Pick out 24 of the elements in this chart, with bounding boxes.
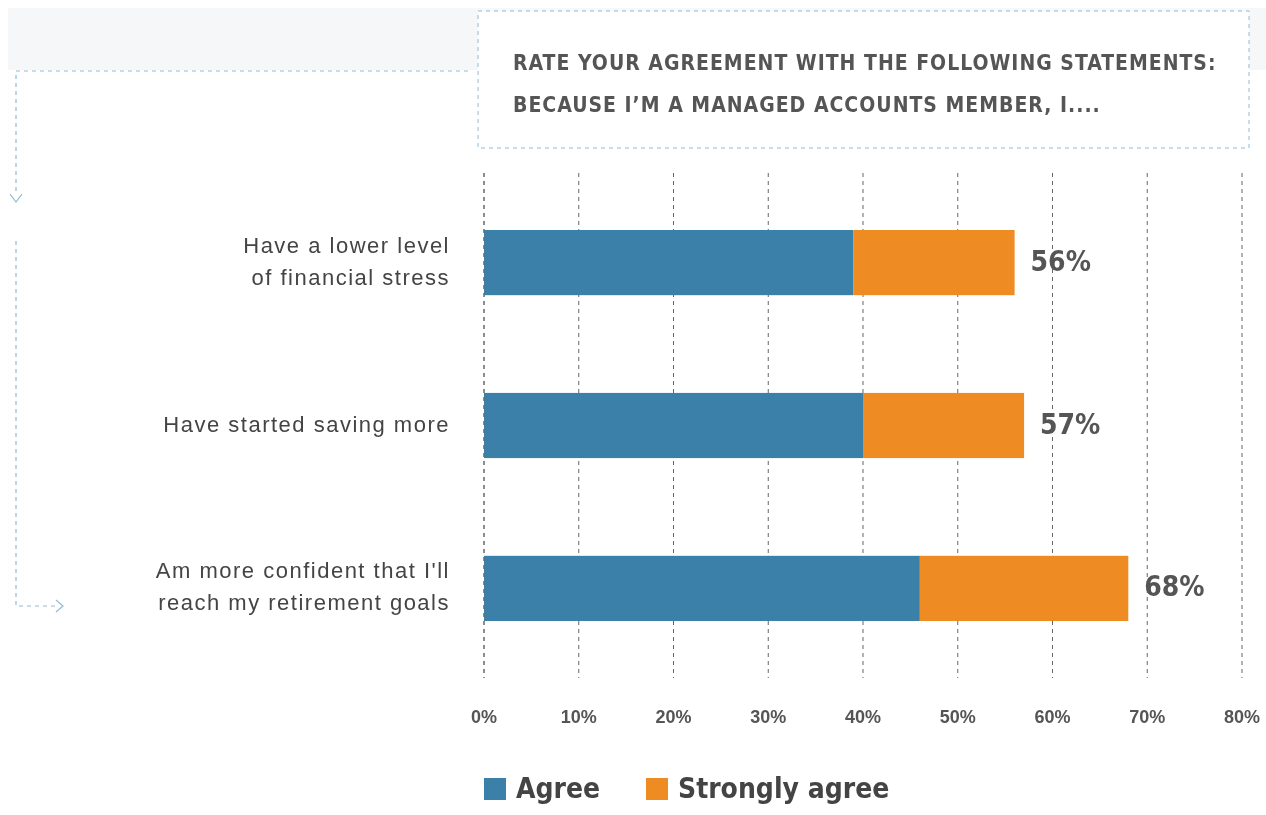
- bar: [484, 230, 854, 296]
- bar: [484, 555, 920, 621]
- x-tick-label: 70%: [1129, 707, 1166, 727]
- x-tick-label: 50%: [939, 707, 976, 727]
- x-tick-label: 20%: [655, 707, 692, 727]
- bar: [919, 555, 1129, 621]
- y-tick-label: Have started saving more: [163, 411, 450, 437]
- x-tick-label: 80%: [1223, 707, 1261, 727]
- y-tick-label: Have a lower level of financial stress: [243, 232, 450, 290]
- legend-label: Strongly agree: [678, 772, 890, 805]
- total-label: 56%: [1030, 244, 1091, 278]
- bar: [863, 392, 1025, 459]
- x-tick-label: 40%: [844, 707, 882, 727]
- bar: [853, 230, 1015, 296]
- legend-label: Agree: [516, 772, 601, 805]
- total-label: 68%: [1144, 570, 1205, 604]
- chart-title: RATE YOUR AGREEMENT WITH THE FOLLOWING STATEMENTS: BECAUSE I’M A MANAGED ACCOUNTS MEMBER, I....: [513, 51, 1217, 117]
- x-tick-label: 30%: [750, 707, 787, 727]
- total-label: 57%: [1040, 407, 1101, 441]
- y-tick-label: Am more confident that I'll reach my retirement goals: [155, 558, 450, 616]
- bar: [484, 392, 863, 459]
- x-tick-label: 0%: [470, 707, 498, 727]
- x-tick-label: 10%: [560, 707, 597, 727]
- x-tick-label: 60%: [1034, 707, 1071, 727]
